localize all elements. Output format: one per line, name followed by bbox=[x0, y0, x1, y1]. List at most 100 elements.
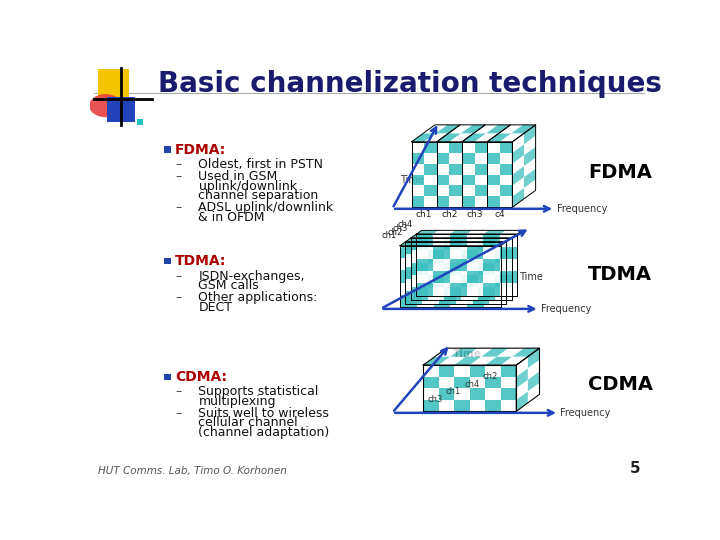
Polygon shape bbox=[478, 234, 500, 238]
Polygon shape bbox=[472, 267, 490, 279]
Polygon shape bbox=[487, 174, 500, 185]
Polygon shape bbox=[474, 164, 487, 174]
Polygon shape bbox=[439, 254, 456, 267]
Polygon shape bbox=[500, 356, 528, 365]
Polygon shape bbox=[416, 271, 433, 284]
Ellipse shape bbox=[89, 94, 122, 117]
Polygon shape bbox=[472, 254, 490, 267]
Polygon shape bbox=[405, 279, 422, 291]
Polygon shape bbox=[405, 291, 422, 303]
Polygon shape bbox=[524, 125, 536, 144]
Polygon shape bbox=[467, 271, 484, 283]
Polygon shape bbox=[462, 238, 478, 251]
Polygon shape bbox=[487, 197, 500, 207]
Polygon shape bbox=[528, 383, 539, 403]
Polygon shape bbox=[424, 142, 437, 153]
Polygon shape bbox=[411, 262, 428, 275]
Polygon shape bbox=[454, 356, 482, 365]
Polygon shape bbox=[462, 275, 478, 287]
Polygon shape bbox=[438, 365, 454, 377]
Polygon shape bbox=[474, 142, 487, 153]
Polygon shape bbox=[461, 125, 485, 133]
Polygon shape bbox=[467, 231, 489, 234]
Polygon shape bbox=[500, 377, 516, 388]
Text: FDMA:: FDMA: bbox=[175, 143, 227, 157]
Polygon shape bbox=[524, 158, 536, 177]
Polygon shape bbox=[500, 400, 516, 411]
Polygon shape bbox=[454, 377, 469, 388]
Polygon shape bbox=[467, 284, 483, 296]
Polygon shape bbox=[422, 242, 439, 254]
Polygon shape bbox=[500, 271, 517, 284]
Polygon shape bbox=[449, 197, 462, 207]
Polygon shape bbox=[474, 125, 498, 133]
Polygon shape bbox=[500, 284, 517, 296]
Polygon shape bbox=[444, 262, 462, 275]
Polygon shape bbox=[495, 262, 512, 275]
Polygon shape bbox=[437, 174, 449, 185]
Polygon shape bbox=[469, 365, 485, 377]
Polygon shape bbox=[444, 238, 462, 251]
Polygon shape bbox=[449, 164, 462, 174]
Text: DECT: DECT bbox=[199, 301, 233, 314]
Polygon shape bbox=[450, 284, 467, 296]
Text: GSM calls: GSM calls bbox=[199, 279, 259, 292]
FancyBboxPatch shape bbox=[164, 258, 171, 264]
Polygon shape bbox=[513, 188, 524, 207]
Polygon shape bbox=[456, 242, 472, 254]
Polygon shape bbox=[462, 153, 474, 164]
Polygon shape bbox=[412, 185, 424, 197]
Text: TDMA: TDMA bbox=[588, 265, 652, 284]
Polygon shape bbox=[439, 291, 456, 303]
Polygon shape bbox=[456, 238, 478, 242]
Polygon shape bbox=[495, 238, 512, 251]
Polygon shape bbox=[490, 242, 506, 254]
Text: Time: Time bbox=[400, 176, 424, 185]
Polygon shape bbox=[513, 133, 524, 153]
Polygon shape bbox=[513, 144, 524, 164]
Polygon shape bbox=[462, 234, 483, 238]
Polygon shape bbox=[467, 234, 483, 247]
Polygon shape bbox=[416, 259, 433, 271]
Polygon shape bbox=[433, 271, 450, 284]
Polygon shape bbox=[451, 271, 467, 283]
Polygon shape bbox=[483, 271, 500, 284]
Text: & in OFDM: & in OFDM bbox=[199, 211, 265, 224]
Polygon shape bbox=[513, 166, 524, 185]
Polygon shape bbox=[484, 283, 500, 295]
Polygon shape bbox=[437, 133, 461, 142]
Polygon shape bbox=[405, 267, 422, 279]
Polygon shape bbox=[433, 258, 451, 271]
Text: CDMA: CDMA bbox=[588, 375, 653, 394]
Polygon shape bbox=[437, 142, 449, 153]
Polygon shape bbox=[513, 155, 524, 174]
Text: ch1: ch1 bbox=[416, 211, 433, 219]
Polygon shape bbox=[528, 372, 539, 392]
Polygon shape bbox=[400, 283, 417, 295]
Polygon shape bbox=[467, 283, 484, 295]
Polygon shape bbox=[484, 271, 500, 283]
Polygon shape bbox=[467, 258, 484, 271]
Polygon shape bbox=[472, 242, 490, 254]
Polygon shape bbox=[449, 174, 462, 185]
Text: ch4: ch4 bbox=[464, 380, 480, 389]
Polygon shape bbox=[456, 267, 472, 279]
Polygon shape bbox=[433, 283, 451, 295]
FancyBboxPatch shape bbox=[164, 374, 171, 380]
Polygon shape bbox=[462, 142, 474, 153]
Polygon shape bbox=[422, 291, 439, 303]
Polygon shape bbox=[478, 262, 495, 275]
Polygon shape bbox=[454, 388, 469, 400]
Polygon shape bbox=[450, 234, 467, 247]
Polygon shape bbox=[422, 279, 439, 291]
Polygon shape bbox=[462, 287, 478, 300]
Polygon shape bbox=[424, 164, 437, 174]
Text: ch3: ch3 bbox=[392, 224, 408, 233]
Polygon shape bbox=[524, 136, 536, 155]
Polygon shape bbox=[478, 251, 495, 262]
Polygon shape bbox=[516, 392, 528, 411]
Polygon shape bbox=[424, 153, 437, 164]
Text: –: – bbox=[175, 407, 181, 420]
Text: –: – bbox=[175, 269, 181, 282]
Polygon shape bbox=[433, 271, 451, 283]
